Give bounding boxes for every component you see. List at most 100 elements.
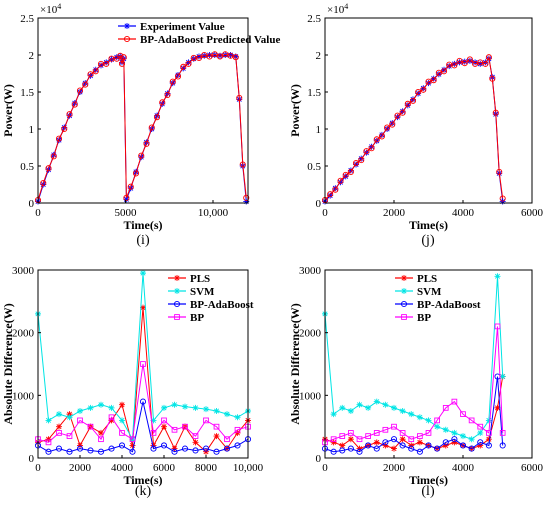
marker-s3-p7 (108, 414, 115, 421)
marker-s1-p13 (171, 401, 178, 408)
marker-s2-p6 (373, 445, 380, 452)
marker-s0-p5 (61, 124, 68, 131)
marker-s2-p14 (181, 445, 189, 452)
marker-s1-p13 (434, 423, 441, 430)
marker-s0-p13 (171, 445, 178, 452)
series-line (37, 54, 247, 202)
marker-s1-p20 (494, 273, 501, 280)
marker-s0-p20 (425, 80, 432, 87)
marker-s0-p19 (234, 429, 241, 436)
x-tick-label: 8000 (195, 462, 218, 474)
marker-s3-p15 (192, 433, 199, 439)
marker-s1-p40 (232, 54, 239, 61)
marker-sleg0-p0 (174, 275, 180, 281)
marker-s0-p43 (243, 198, 250, 205)
marker-s0-p15 (113, 54, 120, 61)
chart-panel-j: 0 2000 4000 6000 0 0.5 1 1.5 2 2.5 ×104 Time(s) Powe… (288, 2, 544, 248)
marker-s2-p4 (76, 445, 84, 452)
marker-s2-p7 (108, 445, 115, 452)
marker-s2-p1 (45, 448, 52, 455)
marker-s1-p9 (82, 81, 89, 88)
marker-s0-p40 (232, 53, 239, 60)
marker-s1-p3 (337, 177, 344, 184)
marker-s3-p6 (373, 430, 380, 436)
marker-s2-p16 (202, 445, 210, 452)
x-tick-label: 0 (35, 462, 41, 474)
marker-s0-p7 (382, 442, 389, 449)
y-tick-label: 2000 (12, 328, 35, 340)
marker-s0-p1 (327, 192, 334, 199)
marker-s1-p35 (206, 53, 213, 60)
y-tick-label: 1.5 (307, 87, 321, 99)
marker-s2-p15 (451, 436, 458, 443)
marker-s3-p18 (477, 423, 484, 430)
marker-s2-p21 (499, 442, 506, 449)
marker-s0-p27 (164, 90, 171, 97)
marker-s2-p19 (485, 442, 492, 449)
marker-s3-p17 (468, 417, 475, 424)
marker-s1-p43 (243, 194, 250, 201)
marker-s1-p3 (50, 153, 57, 160)
marker-s0-p29 (472, 59, 479, 66)
marker-s3-p10 (408, 436, 415, 443)
series-line (37, 53, 247, 201)
marker-s1-p10 (373, 136, 380, 143)
series-line (324, 276, 504, 440)
marker-s1-p9 (368, 145, 375, 152)
marker-s0-p31 (482, 59, 489, 66)
marker-s1-p33 (195, 54, 203, 62)
series-svm (322, 273, 506, 443)
marker-s0-p2 (332, 185, 339, 192)
marker-s0-p13 (389, 120, 396, 127)
marker-s3-p15 (451, 398, 458, 405)
marker-s3-p9 (129, 436, 136, 443)
marker-s0-p13 (103, 59, 110, 66)
marker-s2-p6 (97, 448, 105, 455)
legend-label: BP-AdaBoost (190, 299, 254, 311)
marker-s0-p21 (430, 75, 437, 82)
y-tick-label: 3000 (12, 265, 35, 277)
marker-s1-p18 (120, 54, 127, 61)
marker-s1-p2 (56, 411, 62, 418)
marker-s1-p42 (239, 161, 246, 168)
marker-s1-p9 (399, 408, 406, 414)
marker-s1-p11 (150, 417, 157, 424)
marker-s2-p4 (356, 448, 363, 455)
marker-sleg1-p0 (401, 288, 407, 294)
marker-s1-p8 (363, 148, 370, 155)
series-line (37, 307, 249, 453)
plot-frame (324, 269, 533, 459)
marker-s3-p13 (434, 417, 440, 424)
marker-s3-p10 (140, 361, 146, 367)
series-experiment-value (322, 55, 506, 205)
marker-s1-p16 (203, 406, 209, 413)
marker-s0-p31 (185, 59, 192, 66)
marker-s1-p10 (408, 411, 415, 418)
marker-s1-p6 (66, 111, 73, 118)
legend-label: BP-AdaBoost Predicted Value (140, 34, 280, 46)
marker-s3-p16 (460, 411, 466, 417)
legend-label: PLS (190, 273, 210, 285)
marker-sleg3-p0 (174, 314, 180, 320)
marker-s0-p28 (466, 57, 473, 64)
marker-s0-p9 (399, 436, 406, 443)
marker-s1-p13 (389, 121, 396, 128)
y-tick-label: 1000 (299, 390, 322, 402)
x-tick-label: 6000 (521, 207, 544, 219)
marker-sleg1-p0 (174, 288, 180, 294)
legend-label: SVM (190, 286, 215, 298)
marker-s3-p12 (161, 417, 167, 424)
marker-s3-p8 (119, 430, 125, 436)
marker-s0-p2 (339, 442, 346, 449)
series-line (37, 363, 249, 443)
marker-s0-p12 (384, 126, 391, 132)
marker-s0-p11 (416, 439, 423, 446)
marker-s1-p13 (103, 60, 110, 67)
marker-s0-p18 (415, 90, 422, 97)
marker-s0-p25 (451, 60, 458, 67)
y-exponent-label: ×104 (327, 2, 348, 16)
x-tick-label: 4000 (111, 462, 134, 474)
marker-s0-p9 (129, 442, 136, 449)
marker-s1-p1 (45, 417, 52, 424)
marker-s2-p8 (118, 442, 126, 449)
